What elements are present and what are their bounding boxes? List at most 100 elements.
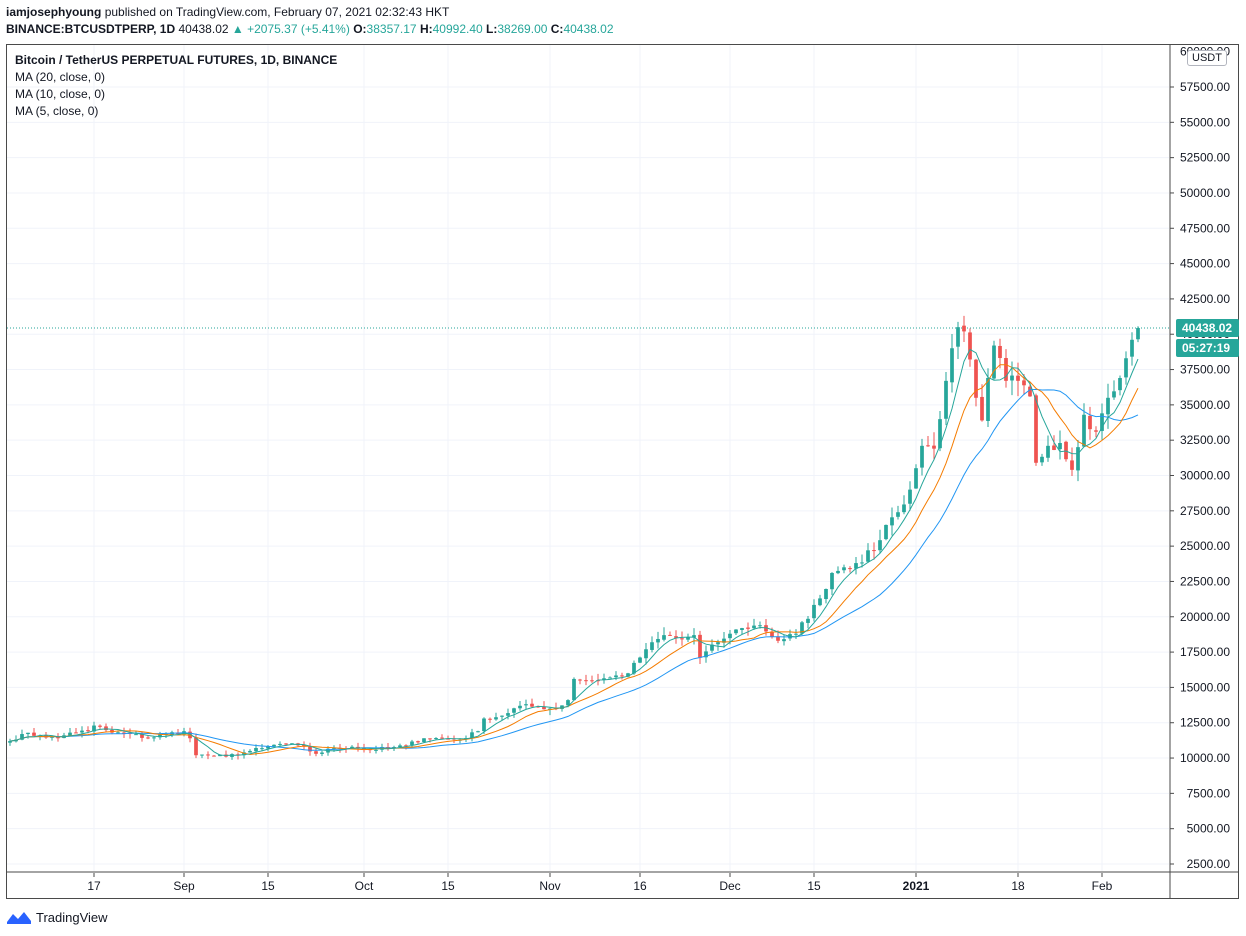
candle-body bbox=[518, 705, 522, 709]
candle-body bbox=[320, 752, 324, 754]
candle-body bbox=[440, 737, 444, 739]
candle-body bbox=[446, 738, 450, 740]
tradingview-logo-icon bbox=[7, 912, 31, 924]
candle-body bbox=[878, 540, 882, 551]
y-tick-label: 20000.00 bbox=[1180, 610, 1230, 624]
y-tick-label: 17500.00 bbox=[1180, 645, 1230, 659]
candle-body bbox=[920, 445, 924, 468]
candle-body bbox=[1004, 358, 1008, 381]
candle-body bbox=[956, 327, 960, 347]
candle-body bbox=[860, 562, 864, 564]
candle-body bbox=[962, 325, 966, 332]
candle-body bbox=[746, 627, 750, 629]
last-price-badge: 40438.02 05:27:19 bbox=[1176, 319, 1239, 358]
candle-body bbox=[80, 730, 84, 733]
candle-body bbox=[944, 380, 948, 419]
candle-body bbox=[500, 715, 504, 717]
y-tick-label: 15000.00 bbox=[1180, 680, 1230, 694]
candle-body bbox=[98, 725, 102, 727]
candle-body bbox=[272, 744, 276, 747]
candle-body bbox=[248, 750, 252, 753]
candle-body bbox=[404, 745, 408, 747]
y-tick-label: 50000.00 bbox=[1180, 186, 1230, 200]
candle-body bbox=[596, 680, 600, 682]
x-tick-label: 15 bbox=[441, 879, 455, 893]
candle-body bbox=[1124, 358, 1128, 378]
close-label: C: bbox=[550, 22, 564, 36]
candle-body bbox=[650, 642, 654, 650]
published-text: published on TradingView.com, February 0… bbox=[104, 5, 450, 19]
candle-body bbox=[770, 631, 774, 637]
symbol-label: BINANCE:BTCUSDTPERP, 1D bbox=[6, 22, 176, 36]
candle-body bbox=[1052, 445, 1056, 450]
y-tick-label: 10000.00 bbox=[1180, 751, 1230, 765]
x-tick-label: Dec bbox=[719, 879, 740, 893]
candle-body bbox=[710, 644, 714, 651]
candle-body bbox=[482, 718, 486, 732]
candle-body bbox=[590, 680, 594, 682]
candle-body bbox=[206, 754, 210, 756]
symbol-ohlc-line: BINANCE:BTCUSDTPERP, 1D 40438.02 ▲ +2075… bbox=[6, 21, 614, 37]
candle-body bbox=[104, 726, 108, 731]
chart-frame[interactable] bbox=[6, 44, 1239, 899]
y-tick-label: 47500.00 bbox=[1180, 221, 1230, 235]
candle-body bbox=[662, 635, 666, 640]
publisher-line: iamjosephyoung published on TradingView.… bbox=[6, 4, 449, 20]
candle-body bbox=[884, 524, 888, 540]
footer-brand[interactable]: TradingView bbox=[6, 906, 108, 928]
candle-body bbox=[926, 445, 930, 447]
candle-body bbox=[416, 741, 420, 743]
currency-button[interactable]: USDT bbox=[1187, 50, 1227, 66]
candle-body bbox=[146, 737, 150, 739]
candle-body bbox=[266, 746, 270, 749]
legend-ma20[interactable]: MA (20, close, 0) bbox=[15, 70, 106, 84]
y-tick-label: 55000.00 bbox=[1180, 115, 1230, 129]
candle-body bbox=[836, 570, 840, 574]
change-value: ▲ +2075.37 (+5.41%) bbox=[231, 22, 350, 36]
candle-body bbox=[512, 708, 516, 713]
candle-body bbox=[1130, 339, 1134, 357]
publisher-name[interactable]: iamjosephyoung bbox=[6, 5, 102, 19]
candle-body bbox=[578, 679, 582, 681]
y-tick-label: 45000.00 bbox=[1180, 257, 1230, 271]
candle-body bbox=[986, 377, 990, 421]
candle-body bbox=[572, 678, 576, 701]
candle-body bbox=[1058, 443, 1062, 450]
countdown-label: 05:27:19 bbox=[1182, 341, 1230, 355]
legend-ma10[interactable]: MA (10, close, 0) bbox=[15, 87, 106, 101]
legend-title[interactable]: Bitcoin / TetherUS PERPETUAL FUTURES, 1D… bbox=[15, 53, 338, 67]
y-tick-label: 5000.00 bbox=[1187, 822, 1231, 836]
ma20-line bbox=[9, 388, 1139, 751]
candle-body bbox=[140, 734, 144, 738]
countdown-badge-bg bbox=[1176, 339, 1239, 358]
y-tick-label: 42500.00 bbox=[1180, 292, 1230, 306]
y-tick-label: 57500.00 bbox=[1180, 80, 1230, 94]
x-tick-label: Sep bbox=[173, 879, 195, 893]
candle-body bbox=[848, 568, 852, 570]
high-value: 40992.40 bbox=[432, 22, 483, 36]
candle-body bbox=[134, 734, 138, 736]
candle-body bbox=[602, 678, 606, 680]
y-tick-label: 52500.00 bbox=[1180, 151, 1230, 165]
y-tick-label: 37500.00 bbox=[1180, 363, 1230, 377]
legend-ma5[interactable]: MA (5, close, 0) bbox=[15, 104, 99, 118]
candle-body bbox=[818, 598, 822, 606]
candle-body bbox=[794, 633, 798, 635]
candle-body bbox=[374, 749, 378, 751]
candle-body bbox=[974, 359, 978, 398]
candle-body bbox=[542, 706, 546, 710]
candle-body bbox=[284, 743, 288, 745]
candle-body bbox=[584, 680, 588, 682]
candle-body bbox=[1106, 397, 1110, 415]
ma10-line bbox=[9, 364, 1139, 756]
candle-body bbox=[158, 734, 162, 738]
candle-body bbox=[668, 634, 672, 636]
candle-body bbox=[734, 629, 738, 634]
candle-body bbox=[1118, 378, 1122, 391]
candle-body bbox=[854, 563, 858, 569]
candle-body bbox=[362, 748, 366, 750]
candle-body bbox=[686, 637, 690, 640]
candle-body bbox=[716, 642, 720, 645]
chart-legend: Bitcoin / TetherUS PERPETUAL FUTURES, 1D… bbox=[15, 52, 337, 120]
